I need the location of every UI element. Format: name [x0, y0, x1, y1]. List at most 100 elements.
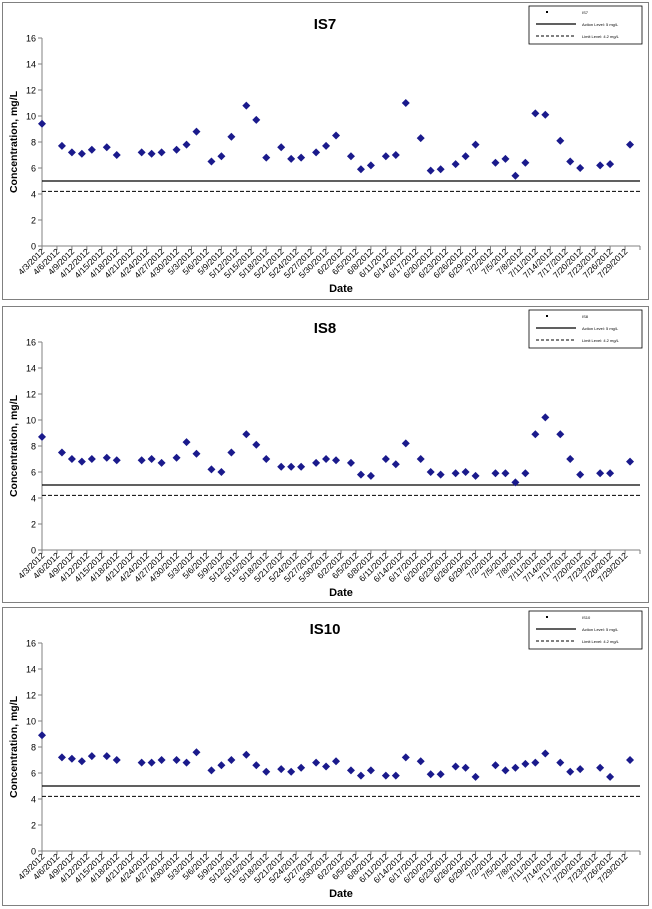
data-point [252, 761, 261, 770]
data-point [137, 758, 146, 767]
data-point [461, 468, 470, 476]
y-tick-label: 10 [26, 416, 36, 426]
data-point [147, 758, 156, 767]
data-point [461, 152, 470, 161]
data-point [391, 771, 400, 780]
data-point [137, 456, 146, 465]
chart-title: IS7 [314, 16, 337, 33]
data-point [192, 748, 201, 757]
data-point [332, 456, 341, 465]
data-point [57, 448, 66, 457]
data-point [556, 758, 565, 767]
data-point [332, 757, 341, 766]
data-point [77, 757, 86, 766]
data-point [287, 154, 296, 163]
y-tick-label: 16 [26, 338, 36, 348]
data-point [57, 141, 66, 150]
legend-marker [546, 616, 548, 618]
data-point [346, 458, 355, 467]
data-point [566, 157, 575, 166]
data-point [426, 166, 435, 175]
data-point [217, 152, 226, 161]
data-point [356, 470, 365, 479]
y-tick-label: 2 [31, 520, 36, 530]
data-point [346, 152, 355, 161]
data-point [521, 759, 530, 768]
data-point [207, 766, 216, 775]
y-tick-label: 4 [31, 190, 36, 200]
data-point [287, 767, 296, 776]
data-point [262, 153, 271, 162]
data-point [38, 119, 46, 128]
data-point [356, 771, 365, 780]
data-point [67, 455, 76, 463]
data-point [157, 148, 166, 157]
data-point [401, 439, 410, 448]
data-point [57, 753, 66, 762]
data-point [471, 772, 480, 781]
data-point [401, 753, 410, 762]
data-point [391, 151, 400, 159]
data-point [521, 469, 530, 478]
chart-panel-is7: IS7 IS7 Action Level: 5 mg/L Limit Level: 4… [2, 2, 649, 300]
data-point [227, 756, 236, 764]
data-point [451, 160, 460, 169]
data-point [277, 143, 286, 152]
y-tick-label: 14 [26, 364, 36, 374]
data-point [381, 455, 390, 463]
data-point [192, 449, 201, 458]
data-point [606, 160, 615, 169]
legend-marker [546, 11, 548, 13]
y-axis-label: Concentration, mg/L [8, 394, 20, 497]
data-point [102, 752, 111, 761]
data-point [471, 471, 480, 480]
data-point [157, 756, 166, 764]
data-point [182, 438, 191, 447]
y-tick-label: 0 [31, 847, 36, 857]
data-point [87, 455, 96, 463]
data-point [297, 763, 306, 772]
data-point [312, 758, 321, 767]
y-tick-label: 12 [26, 691, 36, 701]
data-point [242, 750, 251, 759]
data-point [297, 153, 306, 162]
data-point [381, 152, 390, 161]
data-point [426, 770, 435, 779]
legend-marker [546, 315, 548, 317]
y-tick-label: 12 [26, 86, 36, 96]
data-point [287, 462, 296, 471]
data-point [207, 465, 216, 474]
data-point [626, 140, 635, 149]
data-point [322, 141, 331, 150]
data-point [242, 430, 251, 439]
data-point [77, 149, 86, 158]
data-point [277, 462, 286, 471]
data-point [491, 469, 500, 478]
data-point [182, 140, 191, 149]
data-point [566, 767, 575, 776]
data-point [511, 171, 520, 180]
data-point [217, 468, 226, 476]
legend-action-label: Action Level: 5 mg/L [582, 627, 619, 632]
data-point [217, 761, 226, 770]
y-tick-label: 14 [26, 665, 36, 675]
legend: IS7 Action Level: 5 mg/L Limit Level: 4.2 … [528, 5, 643, 45]
chart-svg-is8: IS8 IS8 Action Level: 5 mg/L Limit Level: 4… [8, 309, 643, 599]
data-point [451, 762, 460, 771]
data-point [596, 161, 605, 170]
data-point [277, 765, 286, 774]
data-point [556, 430, 565, 439]
data-point [541, 110, 550, 119]
data-point [491, 761, 500, 770]
data-point [112, 151, 121, 159]
data-point [38, 731, 46, 740]
data-point [416, 455, 425, 463]
data-point [451, 469, 460, 478]
y-tick-label: 8 [31, 442, 36, 452]
y-tick-label: 12 [26, 390, 36, 400]
y-tick-label: 0 [31, 242, 36, 252]
y-tick-label: 10 [26, 717, 36, 727]
data-point [137, 148, 146, 157]
chart-panel-is8: IS8 IS8 Action Level: 5 mg/L Limit Level: 4… [2, 306, 649, 603]
legend-action-label: Action Level: 5 mg/L [582, 22, 619, 27]
